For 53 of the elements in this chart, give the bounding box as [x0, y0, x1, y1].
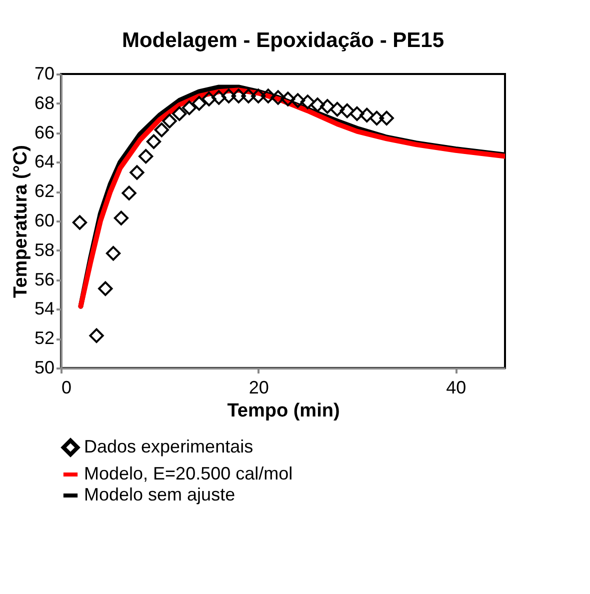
point [280, 92, 296, 106]
y-tick-label: 54 [34, 298, 54, 319]
point [350, 106, 364, 122]
point [231, 88, 246, 104]
point [379, 110, 394, 126]
point [114, 210, 129, 226]
y-tick-label: 50 [34, 358, 54, 378]
legend-label: Dados experimentais [84, 436, 254, 456]
point [310, 98, 325, 112]
x-tick-label: 40 [446, 378, 466, 398]
y-tick-label: 62 [34, 181, 54, 202]
y-tick-label: 68 [34, 92, 54, 113]
point [130, 165, 144, 180]
point [320, 99, 335, 114]
point [300, 94, 315, 110]
y-tick-label: 66 [34, 122, 54, 142]
x-tick-label: 0 [62, 378, 72, 398]
point [270, 90, 286, 105]
point [330, 102, 345, 117]
point [340, 103, 354, 118]
point [212, 90, 226, 105]
point [290, 93, 306, 108]
point [251, 88, 266, 104]
y-tick-label: 60 [34, 210, 54, 230]
point [260, 88, 276, 104]
point [138, 148, 154, 164]
point [72, 215, 88, 230]
point [241, 88, 256, 104]
y-tick-label: 58 [34, 240, 54, 260]
point [154, 122, 169, 138]
x-axis-title: Tempo (min) [227, 400, 340, 422]
point [98, 281, 113, 296]
point [360, 108, 374, 122]
y-tick-label: 56 [34, 269, 54, 290]
legend-label: Modelo sem ajuste [84, 484, 236, 504]
point [172, 106, 187, 122]
legend-label: Modelo, E=20.500 cal/mol [84, 464, 293, 484]
point [122, 186, 136, 200]
chart-title: Modelagem - Epoxidação - PE15 [122, 29, 444, 52]
point [182, 100, 197, 116]
y-tick-label: 70 [34, 64, 54, 84]
point [146, 134, 162, 149]
y-tick-label: 64 [34, 152, 54, 172]
point [162, 114, 177, 128]
y-tick-label: 52 [34, 328, 54, 348]
point [369, 110, 384, 126]
point [89, 328, 104, 343]
x-tick-label: 20 [248, 378, 269, 398]
y-axis-title: Temperatura (°C) [10, 145, 32, 298]
point [192, 96, 206, 111]
point [221, 88, 236, 104]
point [202, 92, 216, 106]
point [106, 246, 121, 261]
